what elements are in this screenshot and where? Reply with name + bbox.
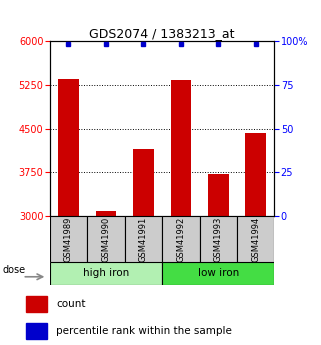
Text: GSM41992: GSM41992 [176, 216, 185, 262]
Text: GSM41994: GSM41994 [251, 216, 260, 262]
Text: count: count [56, 299, 86, 309]
Text: GSM41991: GSM41991 [139, 216, 148, 262]
Text: high iron: high iron [83, 268, 129, 278]
Text: GSM41989: GSM41989 [64, 216, 73, 262]
Bar [133, 149, 154, 216]
Bar [58, 79, 79, 216]
Text: dose: dose [3, 265, 26, 275]
Text: percentile rank within the sample: percentile rank within the sample [56, 326, 232, 336]
Bar [26, 296, 47, 312]
Title: GDS2074 / 1383213_at: GDS2074 / 1383213_at [89, 27, 235, 40]
Bar [87, 216, 125, 262]
Bar [237, 216, 274, 262]
Text: GSM41993: GSM41993 [214, 216, 223, 262]
Bar [96, 211, 116, 216]
Text: GSM41990: GSM41990 [101, 216, 110, 262]
Text: low iron: low iron [198, 268, 239, 278]
Bar [162, 262, 274, 285]
Bar [50, 262, 162, 285]
Bar [200, 216, 237, 262]
Bar [246, 132, 266, 216]
Bar [162, 216, 200, 262]
Bar [208, 174, 229, 216]
Bar [26, 323, 47, 339]
Bar [125, 216, 162, 262]
Bar [50, 216, 87, 262]
Bar [170, 80, 191, 216]
